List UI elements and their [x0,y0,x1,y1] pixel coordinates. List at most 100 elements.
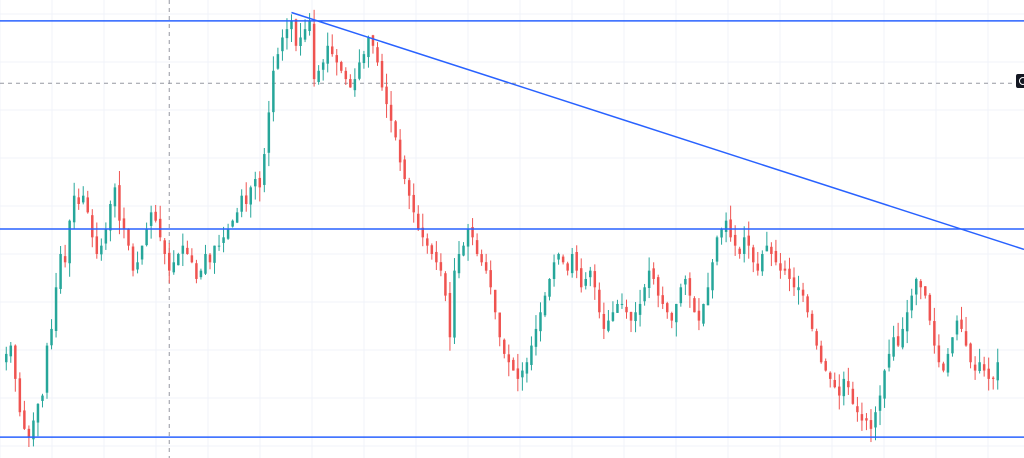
candle-body [770,246,773,254]
candle-body [81,195,85,203]
candle-body [321,62,325,70]
candle-body [525,362,529,374]
candle-body [982,364,986,371]
candle-body [539,312,542,332]
candle-body [109,204,112,231]
candle-body [489,270,492,288]
candle-body [629,311,633,321]
candle-body [326,45,329,64]
trend-line [291,11,1024,251]
candle-body [131,246,135,271]
candle-body [421,227,425,238]
candle-body [394,121,397,138]
candle-body [969,343,972,363]
candle-body [376,47,379,63]
candle-body [385,86,388,105]
candle-body [18,378,22,413]
candle-body [761,253,764,272]
candle-body [512,359,515,371]
candle-body [226,229,230,239]
candle-body [484,262,488,271]
candle-body [412,194,415,213]
candle-body [697,310,701,321]
candle-body [145,229,148,246]
candle-body [783,268,787,271]
candle-body [742,237,746,254]
candle-body [964,331,968,346]
candles [5,9,999,447]
price-marker-icon[interactable] [1016,74,1024,88]
drawn-lines [0,11,1024,438]
candle-body [883,370,886,399]
candle-body [611,312,615,321]
candle-body [41,395,44,401]
candle-body [466,229,470,247]
candle-body [679,287,683,304]
candle-body [158,218,162,238]
candle-body [566,263,569,271]
candle-body [27,428,31,438]
candle-body [598,289,601,313]
candle-body [647,270,651,289]
candle-body [349,79,352,88]
candle-body [924,286,927,296]
candle-body [267,112,271,153]
candle-body [638,303,642,315]
candle-body [856,406,859,413]
candle-body [471,227,474,238]
candle-body [235,212,239,223]
candle-body [851,388,855,404]
candle-body [240,195,243,212]
candle-body [733,234,737,246]
candle-body [186,247,189,254]
candle-body [290,20,293,30]
candle-body [199,270,203,278]
candle-body [579,268,583,288]
candle-body [371,35,375,46]
candle-body [552,262,556,279]
candle-body [715,237,719,262]
candle-body [498,312,501,338]
candle-body [693,298,696,313]
candle-body [426,238,429,246]
candle-body [63,256,67,263]
candle-body [792,277,796,288]
candle-body [666,303,669,313]
candle-body [254,179,257,187]
candle-body [951,337,954,354]
candle-body [833,379,836,388]
candle-body [779,263,782,271]
candle-body [9,345,13,357]
candle-body [312,23,316,80]
candle-body [987,368,990,379]
candle-body [263,154,266,185]
candle-body [842,378,846,397]
candle-body [557,253,560,260]
candle-body [457,253,461,274]
candle-body [720,229,723,238]
candle-body [675,303,678,323]
candle-body [32,420,35,440]
candle-body [285,29,289,39]
candle-body [172,262,176,273]
candle-body [801,289,805,296]
candle-body [50,328,53,346]
candle-body [163,240,166,254]
candle-body [933,321,936,346]
candle-body [593,271,597,288]
candle-body [190,255,194,263]
candle-body [711,262,714,291]
candle-body [955,320,959,335]
candle-body [548,278,551,297]
candle-body [249,187,252,205]
candle-body [77,197,80,205]
candle-body [208,254,212,263]
candle-body [797,287,800,291]
candle-body [575,252,578,271]
candle-body [819,345,823,363]
candle-body [475,240,479,254]
candle-body [149,212,153,226]
candle-body [892,337,895,357]
